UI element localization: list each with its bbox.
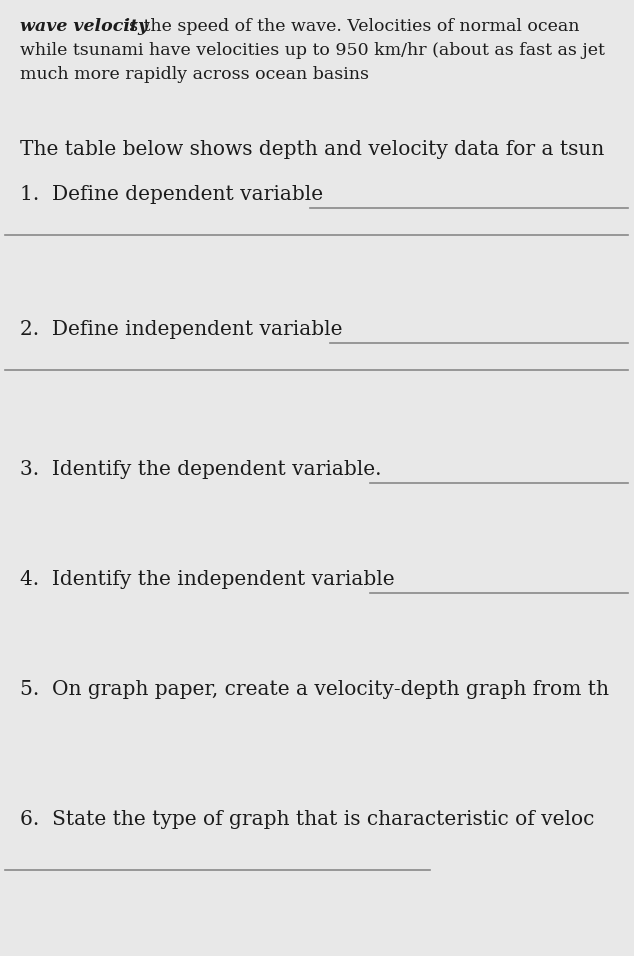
Text: 1.  Define dependent variable: 1. Define dependent variable (20, 185, 330, 204)
Text: The table below shows depth and velocity data for a tsun: The table below shows depth and velocity… (20, 140, 604, 159)
Text: is the speed of the wave. Velocities of normal ocean: is the speed of the wave. Velocities of … (117, 18, 579, 35)
Text: 6.  State the type of graph that is characteristic of veloc: 6. State the type of graph that is chara… (20, 810, 595, 829)
Text: wave velocity: wave velocity (20, 18, 148, 35)
Text: while tsunami have velocities up to 950 km/hr (about as fast as jet: while tsunami have velocities up to 950 … (20, 42, 605, 59)
Text: 4.  Identify the independent variable: 4. Identify the independent variable (20, 570, 401, 589)
Text: 5.  On graph paper, create a velocity-depth graph from th: 5. On graph paper, create a velocity-dep… (20, 680, 609, 699)
Text: much more rapidly across ocean basins: much more rapidly across ocean basins (20, 66, 369, 83)
Text: 2.  Define independent variable: 2. Define independent variable (20, 320, 349, 339)
Text: 3.  Identify the dependent variable.: 3. Identify the dependent variable. (20, 460, 388, 479)
